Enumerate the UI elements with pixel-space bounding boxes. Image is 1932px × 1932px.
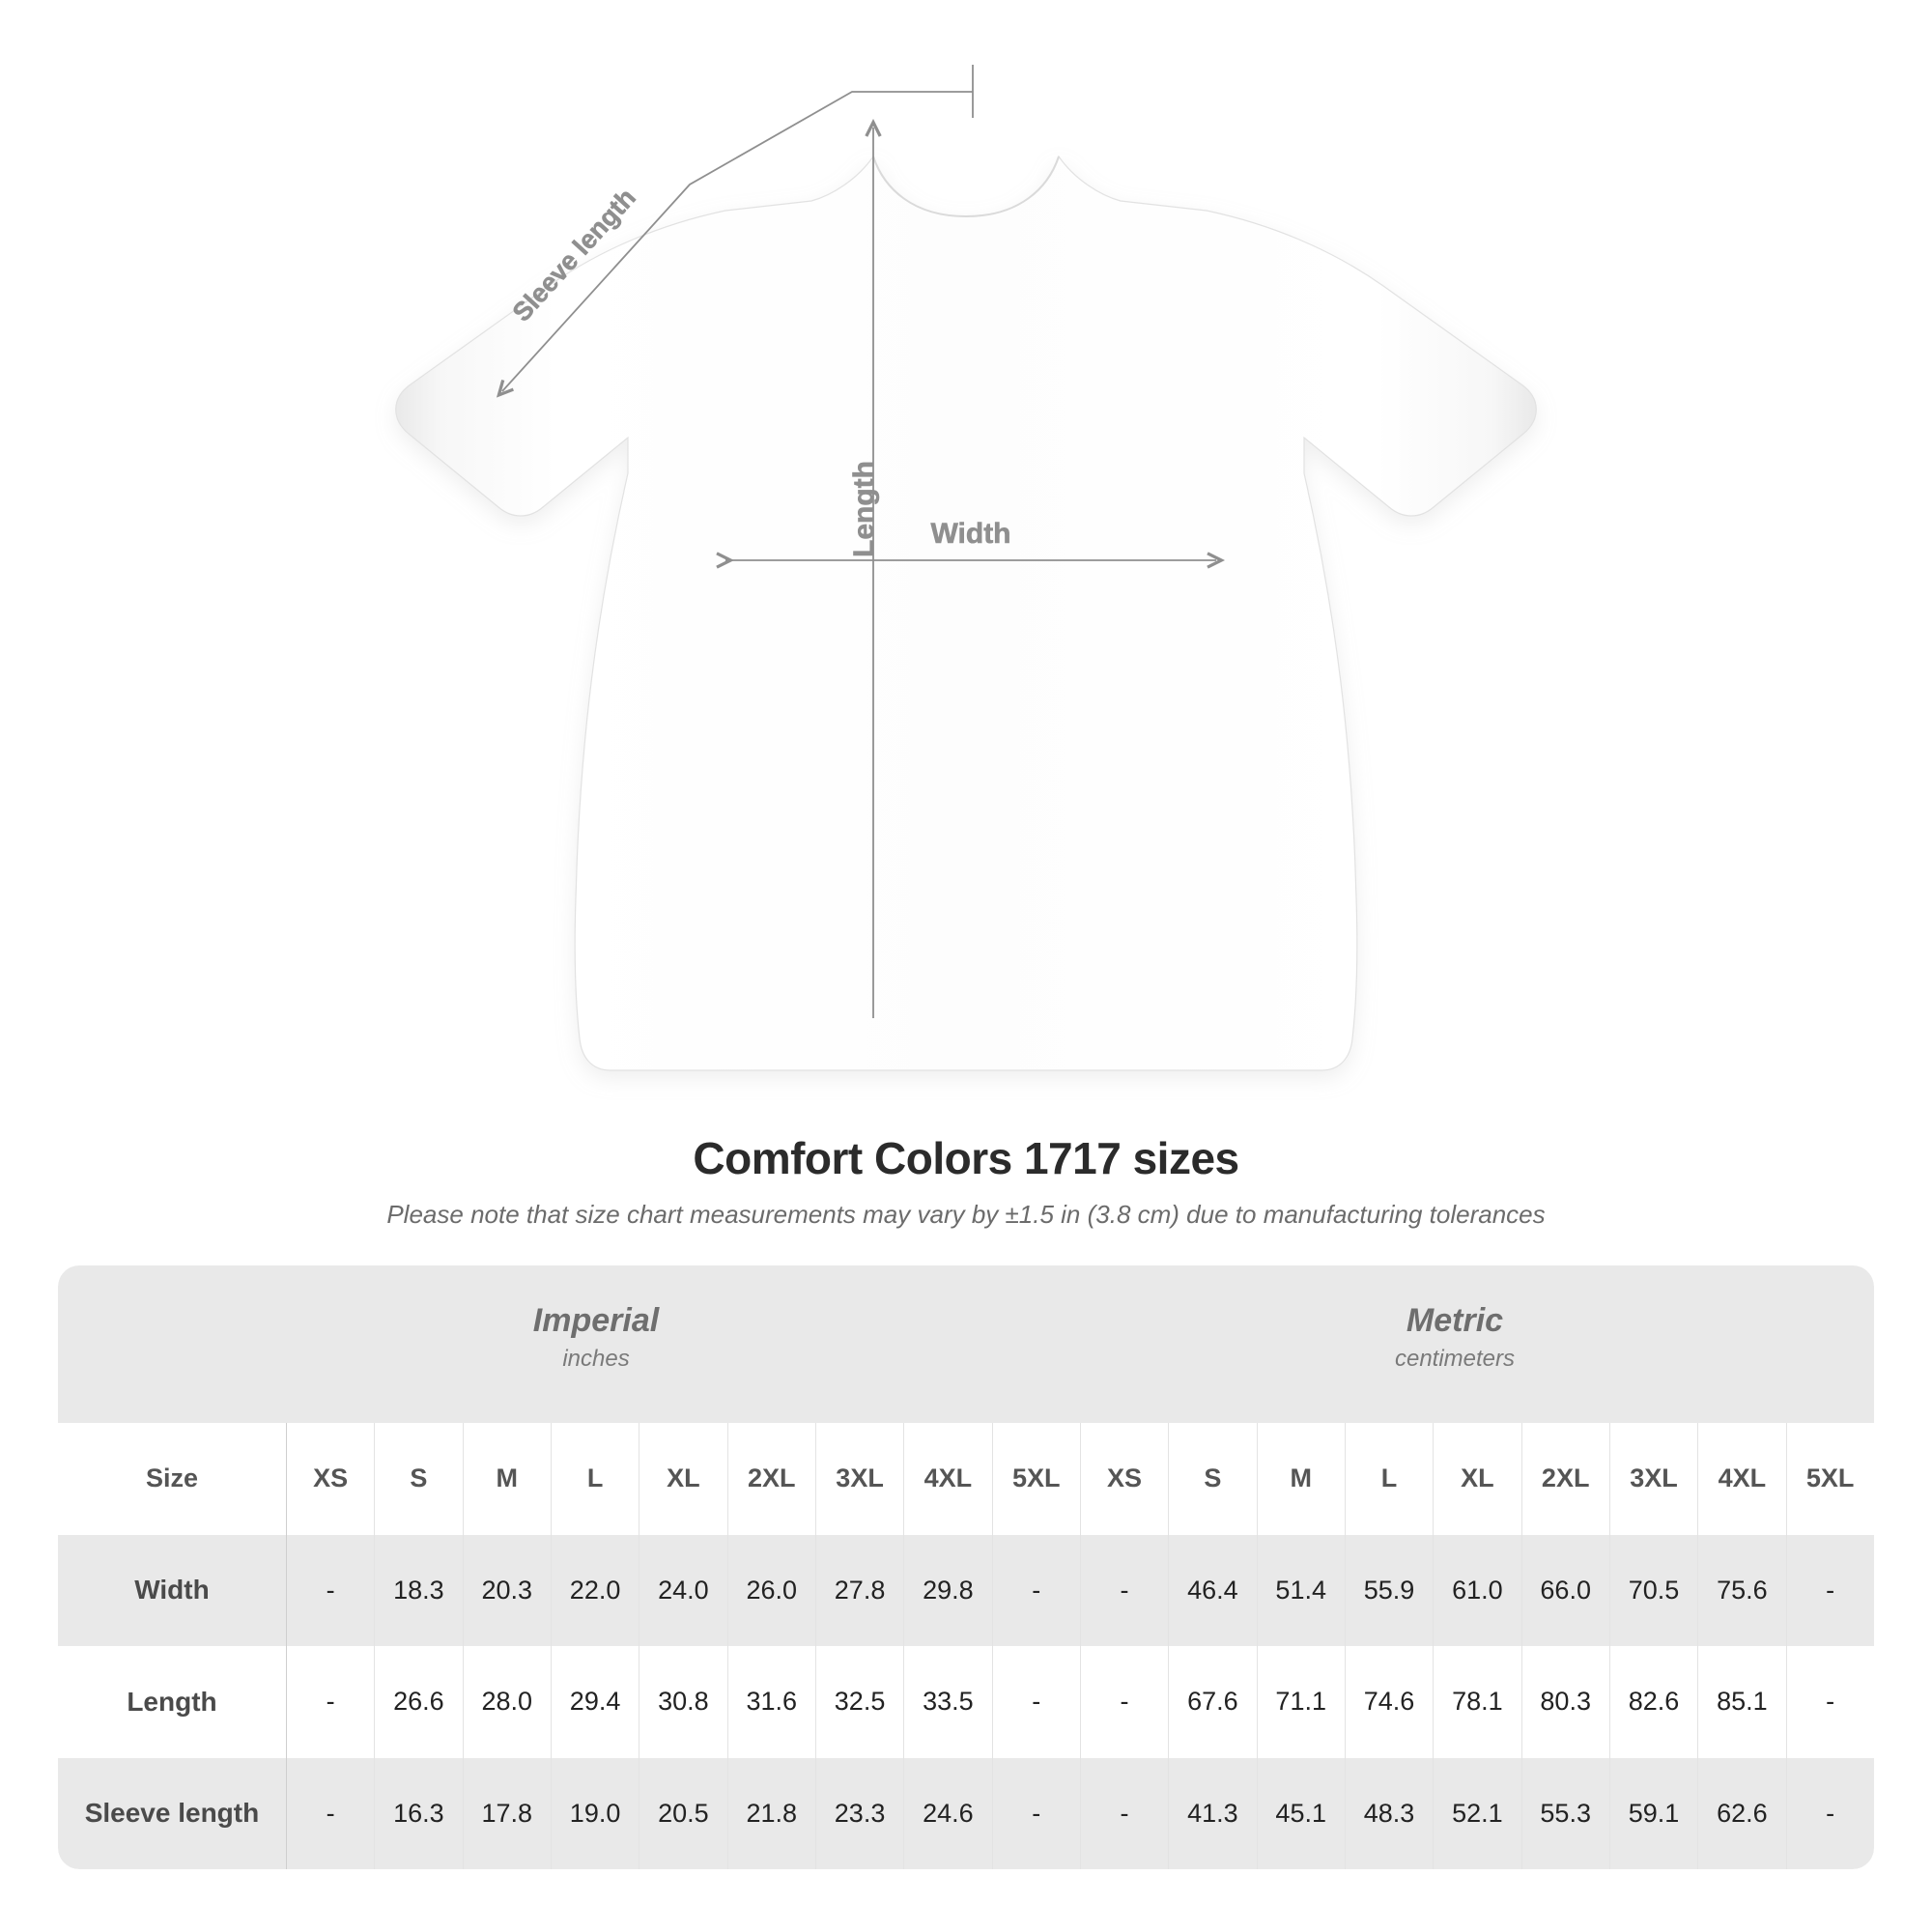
svg-text:Width: Width <box>930 518 1010 550</box>
svg-text:Length: Length <box>848 461 880 557</box>
